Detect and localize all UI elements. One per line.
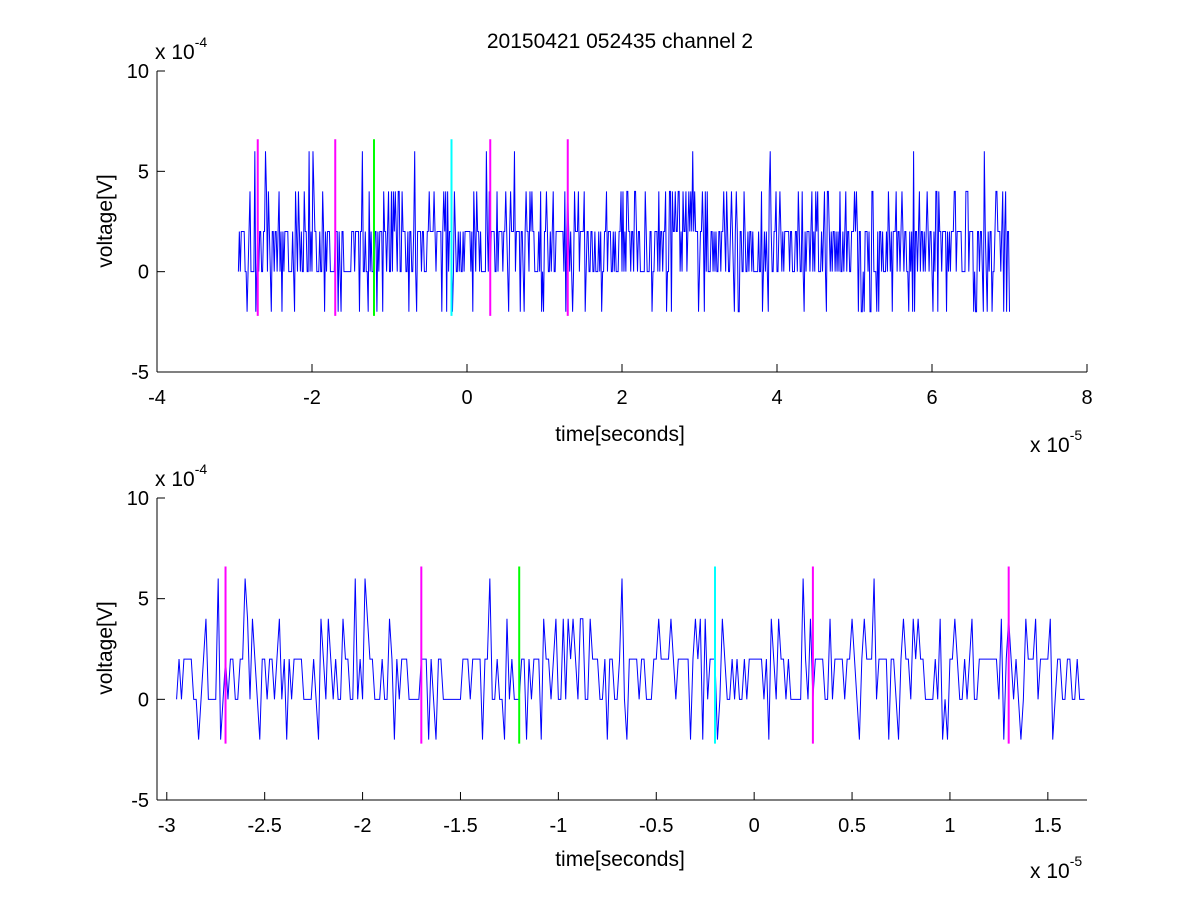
top-y-exponent-label: x 10-4 <box>155 34 207 64</box>
top-x-exponent-label: x 10-5 <box>1030 427 1082 457</box>
top-labels: time[seconds] voltage[V] x 10-4 x 10-5 <box>94 34 1082 457</box>
bottom-axes: -3 -2.5 -2 -1.5 -1 -0.5 0 0.5 1 1.5 -5 0 5 10 <box>127 488 1087 837</box>
bottom-signal-layer <box>176 578 1085 740</box>
bottom-labels: time[seconds] voltage[V] x 10-4 x 10-5 <box>94 461 1082 883</box>
bottom-y-tick-label: 10 <box>127 488 149 510</box>
bottom-y-tick-label: -5 <box>131 790 149 812</box>
top-x-tick-label: 4 <box>771 387 782 409</box>
top-signal-line <box>237 151 1010 313</box>
top-signal-layer <box>237 151 1010 313</box>
top-x-tick-label: 6 <box>926 387 937 409</box>
top-x-exponent: -5 <box>1070 427 1083 443</box>
bottom-x-tick-label: 1.5 <box>1034 815 1062 837</box>
bottom-x-tick-label: 1 <box>944 815 955 837</box>
top-x-tick-label: 0 <box>461 387 472 409</box>
top-y-exponent: -4 <box>195 34 208 50</box>
bottom-x-tick-label: 0.5 <box>838 815 866 837</box>
bottom-x-exponent: -5 <box>1070 853 1083 869</box>
bottom-y-tick-label: 0 <box>138 689 149 711</box>
bottom-x-tick-label: -2.5 <box>247 815 281 837</box>
top-y-multiplier: x 10 <box>155 41 195 64</box>
bottom-x-axis-label: time[seconds] <box>555 848 685 871</box>
bottom-x-tick-label: -0.5 <box>639 815 673 837</box>
top-x-multiplier: x 10 <box>1030 434 1070 457</box>
bottom-x-tick-label: -3 <box>158 815 176 837</box>
bottom-y-axis-label: voltage[V] <box>94 601 117 694</box>
top-x-tick-label: 2 <box>616 387 627 409</box>
top-y-tick-label: 0 <box>138 262 149 284</box>
top-axes: -4 -2 0 2 4 6 8 -5 0 5 10 <box>127 61 1093 409</box>
top-x-tick-label: -4 <box>148 387 166 409</box>
bottom-x-multiplier: x 10 <box>1030 860 1070 883</box>
bottom-y-tick-label: 5 <box>138 589 149 611</box>
bottom-x-tick-label: -1.5 <box>443 815 477 837</box>
bottom-x-tick-label: 0 <box>749 815 760 837</box>
bottom-x-exponent-label: x 10-5 <box>1030 853 1082 883</box>
top-x-axis-label: time[seconds] <box>555 423 685 446</box>
top-marker-layer <box>256 139 569 316</box>
top-x-tick-label: 8 <box>1081 387 1092 409</box>
bottom-x-tick-label: -1 <box>549 815 567 837</box>
bottom-marker-layer <box>224 566 1010 744</box>
bottom-y-multiplier: x 10 <box>155 468 195 491</box>
bottom-plot: -3 -2.5 -2 -1.5 -1 -0.5 0 0.5 1 1.5 -5 0 5 10 time[se… <box>94 461 1087 883</box>
top-plot: -4 -2 0 2 4 6 8 -5 0 5 10 time[seconds] voltage[V]… <box>94 34 1093 457</box>
bottom-x-tick-label: -2 <box>354 815 372 837</box>
bottom-y-exponent: -4 <box>195 461 208 477</box>
top-y-axis-label: voltage[V] <box>94 174 117 267</box>
bottom-signal-line <box>176 578 1085 740</box>
bottom-y-exponent-label: x 10-4 <box>155 461 207 491</box>
figure-title: 20150421 052435 channel 2 <box>487 30 753 53</box>
top-y-tick-label: 5 <box>138 161 149 183</box>
top-y-tick-label: -5 <box>131 362 149 384</box>
top-x-tick-label: -2 <box>303 387 321 409</box>
top-y-tick-label: 10 <box>127 61 149 83</box>
